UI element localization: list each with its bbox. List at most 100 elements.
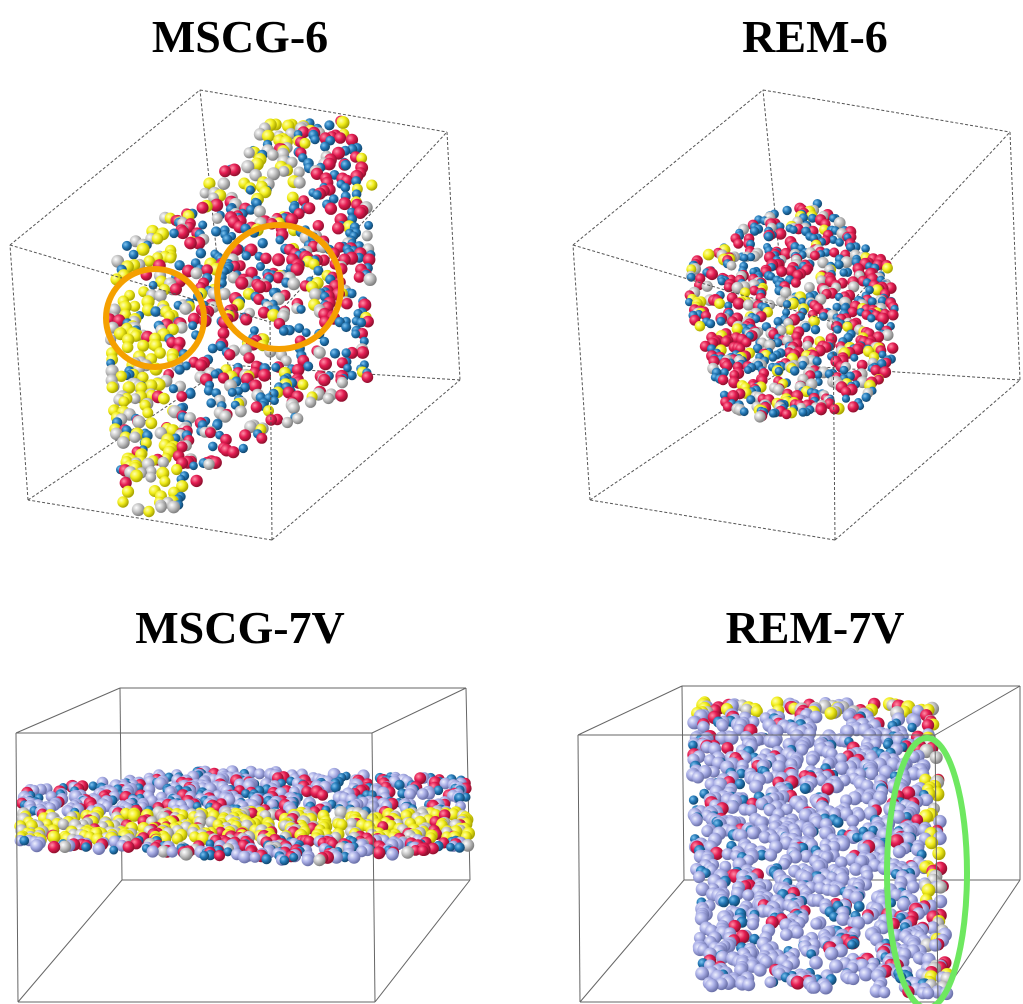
- particle: [718, 896, 729, 907]
- particles: [14, 116, 954, 1001]
- particle: [882, 263, 893, 274]
- box-edge: [682, 686, 684, 880]
- particle: [706, 319, 715, 328]
- particle: [19, 836, 29, 846]
- particle: [170, 283, 182, 295]
- particle: [235, 277, 248, 290]
- box-edge: [590, 500, 835, 540]
- particle: [206, 398, 216, 408]
- particle: [764, 232, 774, 242]
- particle: [278, 166, 289, 177]
- box-edge: [16, 733, 18, 1002]
- particle: [687, 273, 696, 282]
- particle: [246, 185, 255, 194]
- particle: [774, 317, 783, 326]
- particle: [303, 202, 315, 214]
- particle: [789, 226, 797, 234]
- particle: [809, 982, 821, 994]
- particle: [142, 407, 153, 418]
- particle: [342, 348, 351, 357]
- particle: [214, 850, 225, 861]
- particle: [335, 389, 348, 402]
- box-edge: [16, 688, 120, 733]
- particle: [81, 842, 91, 852]
- particle: [208, 442, 218, 452]
- particle: [180, 848, 193, 861]
- particle: [744, 366, 752, 374]
- particle: [258, 369, 271, 382]
- particle: [932, 847, 945, 860]
- particle: [347, 371, 357, 381]
- particle: [132, 503, 145, 516]
- particle: [310, 135, 319, 144]
- particle: [733, 239, 743, 249]
- box-edge: [447, 132, 460, 380]
- box-edge: [372, 733, 375, 1002]
- particle: [261, 854, 271, 864]
- particle: [362, 230, 373, 241]
- particle: [122, 342, 134, 354]
- particle: [238, 851, 251, 864]
- particle: [782, 409, 792, 419]
- particle: [401, 846, 414, 859]
- particle: [810, 918, 822, 930]
- particle: [200, 851, 210, 861]
- particle: [702, 281, 713, 292]
- page: MSCG-6 REM-6 MSCG-7V REM-7V (() => { con…: [0, 0, 1023, 1004]
- particle: [854, 901, 865, 912]
- particle: [282, 417, 293, 428]
- particle: [219, 165, 231, 177]
- particle: [825, 707, 838, 720]
- particle: [862, 393, 871, 402]
- particle: [211, 226, 221, 236]
- box-edge: [578, 686, 682, 735]
- panel-title: REM-6: [742, 11, 888, 62]
- particle: [364, 221, 373, 230]
- particle: [366, 180, 377, 191]
- particle: [861, 244, 870, 253]
- particle: [224, 349, 235, 360]
- particle: [847, 973, 859, 985]
- particle: [188, 321, 197, 330]
- particle: [829, 404, 839, 414]
- box-edge: [200, 90, 447, 132]
- particle: [167, 846, 179, 858]
- particle: [754, 411, 766, 423]
- box-edge: [573, 90, 763, 245]
- particle: [791, 976, 805, 990]
- particle: [775, 367, 783, 375]
- particle: [341, 322, 351, 332]
- particle: [742, 978, 755, 991]
- particle: [341, 298, 352, 309]
- particle: [706, 268, 718, 280]
- particle: [137, 243, 150, 256]
- particle: [747, 826, 760, 839]
- particle: [330, 348, 340, 358]
- particle: [418, 845, 429, 856]
- particle: [791, 278, 801, 288]
- particle: [922, 987, 934, 999]
- particle: [717, 720, 729, 732]
- particle: [109, 846, 118, 855]
- particle: [30, 839, 43, 852]
- particle: [740, 254, 748, 262]
- box-edge: [935, 686, 1020, 735]
- particle: [335, 132, 347, 144]
- particle: [320, 142, 330, 152]
- particle: [258, 238, 268, 248]
- particle: [833, 817, 844, 828]
- particle: [239, 444, 248, 453]
- particle: [800, 783, 811, 794]
- particle: [337, 116, 350, 129]
- particle: [806, 754, 818, 766]
- figure: MSCG-6 REM-6 MSCG-7V REM-7V: [0, 0, 1023, 1004]
- box-edge: [578, 735, 580, 1002]
- particle: [879, 987, 891, 999]
- particle: [158, 393, 170, 405]
- particle: [279, 326, 289, 336]
- particle: [930, 751, 943, 764]
- particle: [325, 203, 337, 215]
- particle: [705, 979, 719, 993]
- particle: [242, 251, 251, 260]
- particle: [828, 885, 841, 898]
